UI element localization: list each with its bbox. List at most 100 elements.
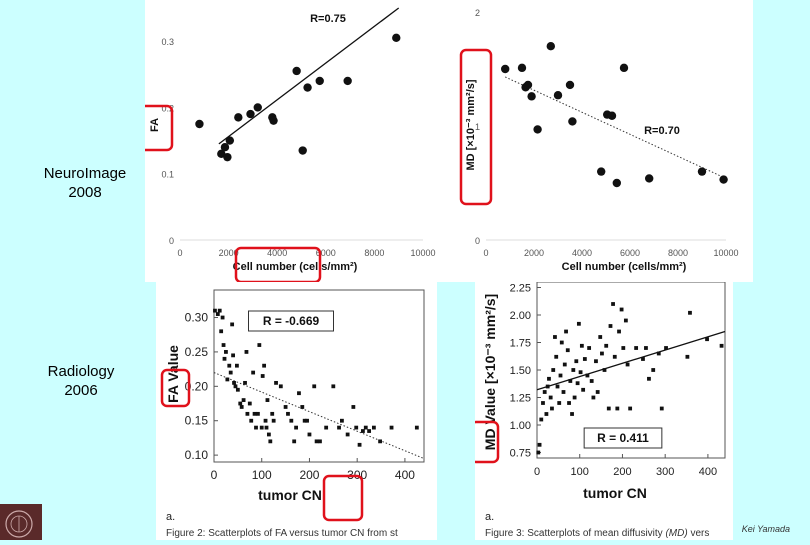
data-point	[263, 418, 268, 423]
panel-bottom-left: 0.10 0.15 0.20 0.25 0.30 0 100 200 300 400 R = -0.…	[156, 282, 437, 540]
data-point	[555, 384, 560, 389]
data-point	[367, 429, 372, 433]
data-point	[554, 354, 559, 359]
data-point	[541, 401, 545, 405]
data-point	[244, 350, 249, 354]
y-axis-label: FA Value	[165, 345, 181, 403]
data-point	[324, 425, 329, 430]
data-point	[645, 174, 654, 183]
data-point	[363, 425, 368, 430]
data-point	[268, 439, 273, 444]
panel-top-right: 0 1 2 0 2000 4000 6000 8000 10000 R=0.70 MD [×10⁻³…	[448, 0, 753, 282]
data-point	[719, 343, 724, 348]
data-point	[351, 405, 356, 409]
data-point	[600, 351, 604, 356]
data-point	[221, 343, 226, 347]
data-point	[292, 66, 301, 76]
data-point	[561, 390, 566, 394]
data-point	[559, 340, 564, 345]
y-axis-label: MD [×10⁻³ mm²/s]	[465, 79, 477, 170]
data-point	[558, 373, 563, 378]
correlation-label: R = -0.669	[263, 314, 320, 328]
data-point	[651, 368, 656, 372]
data-point	[270, 411, 275, 416]
data-point	[688, 310, 692, 315]
data-point	[292, 439, 297, 444]
correlation-label: R = 0.411	[597, 431, 649, 445]
y-tick-label: 0.25	[185, 345, 209, 359]
scatter-plot-md-vs-tumor-cn: 0.75 1.00 1.25 1.50 1.75 2.00 2.25 0 100 200 300 40…	[475, 282, 726, 539]
data-point	[289, 418, 294, 423]
data-point	[225, 377, 230, 382]
x-tick-label: 8000	[364, 248, 384, 258]
data-point	[595, 390, 600, 394]
x-axis-label: Cell number (cells/mm²)	[233, 261, 358, 273]
y-tick-label: 0.10	[185, 448, 209, 462]
data-point	[315, 76, 324, 86]
data-point	[318, 439, 322, 444]
data-point	[544, 412, 549, 416]
data-point	[501, 64, 510, 74]
y-tick-label: 0.3	[161, 37, 174, 47]
data-point	[578, 370, 583, 375]
data-point	[579, 343, 584, 348]
data-point	[641, 357, 645, 361]
y-tick-label: 2	[475, 8, 480, 18]
university-seal	[0, 504, 42, 540]
data-point	[378, 439, 382, 444]
data-point	[230, 322, 235, 327]
data-point	[659, 406, 664, 411]
data-point	[564, 329, 568, 334]
data-point	[576, 321, 581, 326]
x-tick-label: 200	[613, 466, 631, 478]
trend-line	[213, 372, 425, 460]
y-tick-label: 1.00	[510, 420, 531, 432]
data-point	[246, 109, 255, 119]
data-point	[371, 425, 376, 430]
data-point	[286, 411, 290, 416]
data-point	[247, 401, 252, 406]
data-point	[656, 351, 661, 356]
y-axis-label: FA	[149, 118, 161, 132]
data-point	[228, 370, 233, 375]
data-point	[245, 411, 250, 416]
data-point	[612, 178, 621, 188]
data-point	[623, 318, 628, 323]
x-tick-label: 400	[395, 468, 415, 482]
radiology-label: Radiology 2006	[16, 362, 146, 400]
data-point	[571, 368, 576, 372]
data-point	[222, 356, 227, 361]
x-tick-label: 4000	[267, 248, 287, 258]
data-point	[615, 406, 620, 411]
data-point	[628, 406, 633, 411]
data-point	[647, 376, 651, 381]
author-credit: Kei Yamada	[741, 524, 790, 534]
data-point	[312, 384, 317, 389]
data-point	[570, 412, 574, 416]
data-point	[283, 405, 288, 409]
data-point	[271, 418, 276, 423]
radiology-label-line1: Radiology	[47, 363, 115, 380]
x-tick-label: 2000	[219, 248, 239, 258]
data-point	[253, 103, 262, 112]
data-point	[264, 425, 269, 430]
data-point	[553, 335, 557, 339]
data-point	[297, 391, 301, 396]
data-point	[389, 425, 394, 430]
data-point	[215, 312, 220, 316]
data-point	[354, 425, 359, 430]
correlation-label: R=0.70	[644, 125, 680, 137]
data-point	[685, 354, 690, 359]
y-tick-label: 0.1	[161, 170, 174, 180]
data-point	[357, 442, 362, 447]
panel-top-left: 0 0.1 0.2 0.3 0 2000 4000 6000 8000 10000 R=0.75 FA…	[145, 0, 448, 282]
x-tick-label: 0	[483, 248, 488, 258]
data-point	[241, 398, 246, 402]
data-point	[607, 111, 617, 120]
data-point	[361, 429, 365, 433]
data-point	[606, 406, 611, 411]
data-point	[298, 146, 307, 155]
highlight-box	[160, 368, 191, 408]
data-point	[414, 425, 419, 430]
data-point	[257, 343, 262, 347]
